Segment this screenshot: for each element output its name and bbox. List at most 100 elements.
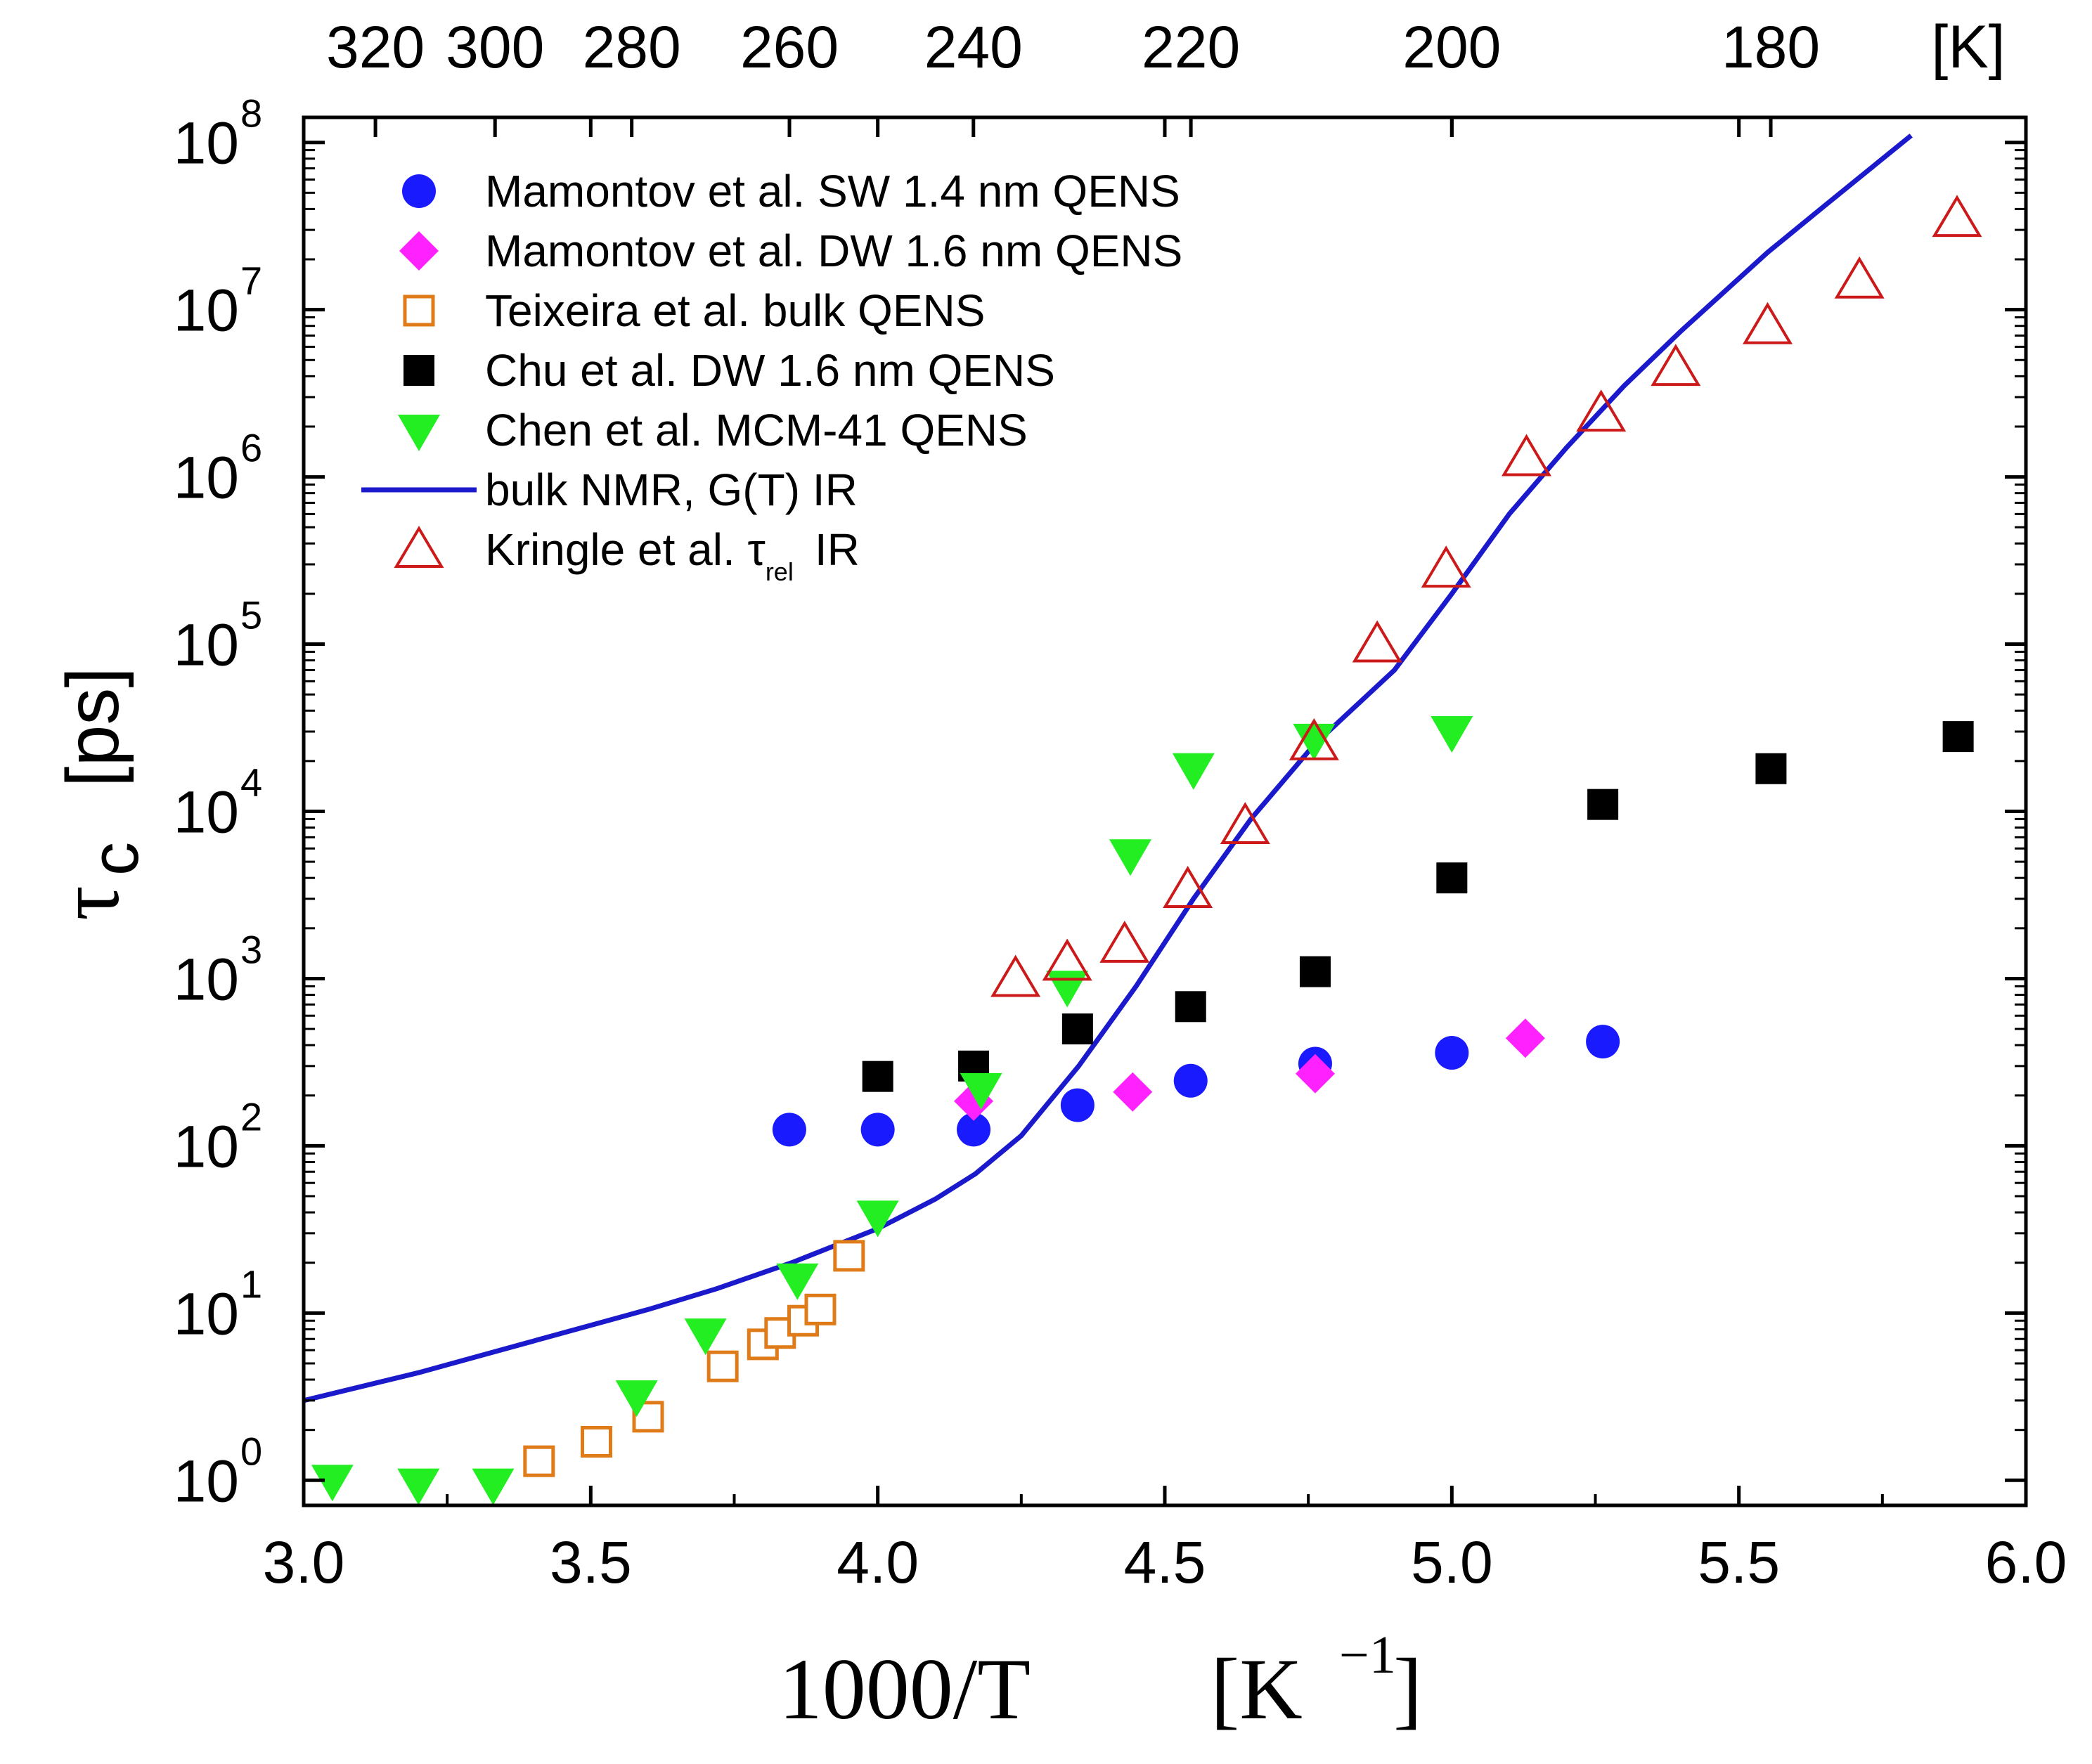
data-point-diamond bbox=[1113, 1072, 1153, 1112]
y-axis-symbol: τ bbox=[41, 886, 137, 921]
data-point-circle bbox=[957, 1113, 991, 1147]
data-point-triangle-up-open bbox=[1651, 344, 1701, 387]
x-tick-label: 3.0 bbox=[263, 1529, 345, 1595]
y-tick-exponent: 6 bbox=[240, 426, 262, 470]
legend-label: Mamontov et al. SW 1.4 nm QENS bbox=[485, 166, 1180, 216]
data-point-triangle-down bbox=[960, 1072, 1002, 1110]
data-point-triangle-up-open bbox=[1163, 866, 1213, 908]
data-point-circle bbox=[860, 1113, 895, 1147]
data-point-triangle-down bbox=[1431, 715, 1473, 753]
legend-marker bbox=[394, 526, 444, 568]
data-point-triangle-up-open bbox=[1421, 545, 1471, 588]
data-point-square bbox=[1436, 862, 1468, 894]
y-tick-exponent: 8 bbox=[240, 91, 262, 136]
data-point-square-open bbox=[523, 1445, 555, 1477]
data-point-square bbox=[862, 1061, 893, 1092]
x-tick-label: 5.0 bbox=[1411, 1529, 1493, 1595]
data-point-triangle-down bbox=[1172, 753, 1215, 790]
data-point-triangle-down bbox=[397, 1468, 440, 1505]
top-k-label: 300 bbox=[446, 14, 544, 80]
data-point-square bbox=[1755, 753, 1787, 784]
data-point-circle bbox=[1435, 1036, 1469, 1070]
data-point-triangle-down bbox=[311, 1465, 354, 1502]
x-axis-unit-close: ] bbox=[1393, 1641, 1422, 1737]
legend-label: Chen et al. MCM-41 QENS bbox=[485, 405, 1028, 455]
legend-label: Teixeira et al. bulk QENS bbox=[485, 285, 985, 336]
data-point-triangle-up-open bbox=[1742, 301, 1793, 344]
data-point-triangle-down bbox=[684, 1318, 727, 1356]
data-point-triangle-up-open bbox=[1042, 938, 1092, 981]
data-point-triangle-up-open bbox=[1289, 718, 1339, 760]
y-tick-exponent: 3 bbox=[240, 927, 262, 971]
y-tick-exponent: 7 bbox=[240, 259, 262, 303]
legend-marker bbox=[402, 174, 436, 208]
legend-label: bulk NMR, G(T) IR bbox=[485, 465, 858, 515]
y-tick-label: 10 bbox=[174, 1113, 239, 1179]
data-point-triangle-down bbox=[615, 1380, 658, 1418]
legend-label: Chu et al. DW 1.6 nm QENS bbox=[485, 345, 1055, 396]
data-point-triangle-down bbox=[1293, 723, 1336, 760]
y-tick-exponent: 4 bbox=[240, 760, 262, 805]
data-point-circle bbox=[1586, 1025, 1620, 1059]
data-point-square-open bbox=[833, 1240, 865, 1272]
data-point-diamond bbox=[1505, 1018, 1545, 1058]
data-point-triangle-up-open bbox=[990, 954, 1041, 997]
y-tick-exponent: 0 bbox=[240, 1429, 262, 1473]
y-tick-label: 10 bbox=[174, 612, 239, 678]
data-point-square-open bbox=[706, 1350, 739, 1382]
y-axis-subscript: c bbox=[77, 842, 153, 876]
top-k-label: 320 bbox=[326, 14, 425, 80]
data-point-diamond bbox=[1295, 1053, 1335, 1094]
top-axis-unit: [K] bbox=[1931, 13, 2005, 81]
y-axis-unit: [ps] bbox=[51, 667, 134, 787]
top-k-label: 180 bbox=[1722, 14, 1820, 80]
y-tick-label: 10 bbox=[174, 278, 239, 344]
x-axis-unit: [K bbox=[1210, 1641, 1303, 1737]
x-tick-label: 5.5 bbox=[1698, 1529, 1780, 1595]
legend-label: Mamontov et al. DW 1.6 nm QENS bbox=[485, 226, 1182, 276]
x-tick-label: 4.0 bbox=[837, 1529, 919, 1595]
data-point-triangle-up-open bbox=[1220, 802, 1270, 845]
top-k-label: 240 bbox=[924, 14, 1023, 80]
y-tick-label: 10 bbox=[174, 1448, 239, 1514]
y-tick-label: 10 bbox=[174, 110, 239, 176]
y-tick-label: 10 bbox=[174, 946, 239, 1012]
data-point-circle bbox=[772, 1113, 806, 1147]
data-point-square bbox=[1061, 1013, 1093, 1045]
data-point-square-open bbox=[804, 1293, 837, 1325]
x-tick-label: 3.5 bbox=[550, 1529, 632, 1595]
data-point-square bbox=[1175, 991, 1206, 1023]
legend-marker bbox=[403, 294, 435, 327]
y-tick-label: 10 bbox=[174, 779, 239, 845]
legend-marker bbox=[403, 355, 434, 386]
data-point-triangle-down bbox=[856, 1200, 899, 1238]
data-point-circle bbox=[1173, 1063, 1208, 1098]
y-tick-exponent: 2 bbox=[240, 1094, 262, 1139]
x-axis-unit-exponent: −1 bbox=[1339, 1626, 1396, 1685]
top-k-label: 260 bbox=[740, 14, 839, 80]
data-point-triangle-up-open bbox=[1352, 620, 1402, 663]
legend-marker bbox=[399, 231, 439, 271]
data-point-circle bbox=[1060, 1088, 1095, 1122]
y-tick-exponent: 5 bbox=[240, 593, 262, 637]
data-point-triangle-up-open bbox=[1501, 434, 1552, 476]
data-point-triangle-down bbox=[776, 1263, 819, 1300]
data-point-triangle-down bbox=[472, 1468, 515, 1505]
legend-marker bbox=[398, 415, 440, 451]
top-k-label: 220 bbox=[1142, 14, 1240, 80]
y-tick-label: 10 bbox=[174, 445, 239, 511]
data-point-square bbox=[1299, 956, 1331, 987]
data-point-square bbox=[1587, 789, 1619, 820]
data-point-triangle-up-open bbox=[1932, 195, 1982, 238]
x-tick-label: 6.0 bbox=[1985, 1529, 2067, 1595]
data-point-triangle-up-open bbox=[1099, 920, 1150, 963]
series-line-bulk-nmr bbox=[304, 134, 1913, 1403]
x-axis-label: 1000/T bbox=[779, 1641, 1031, 1737]
top-k-label: 280 bbox=[583, 14, 681, 80]
top-k-label: 200 bbox=[1402, 14, 1501, 80]
data-point-triangle-down bbox=[1109, 839, 1151, 876]
y-tick-exponent: 1 bbox=[240, 1262, 262, 1306]
data-point-square-open bbox=[581, 1425, 612, 1458]
